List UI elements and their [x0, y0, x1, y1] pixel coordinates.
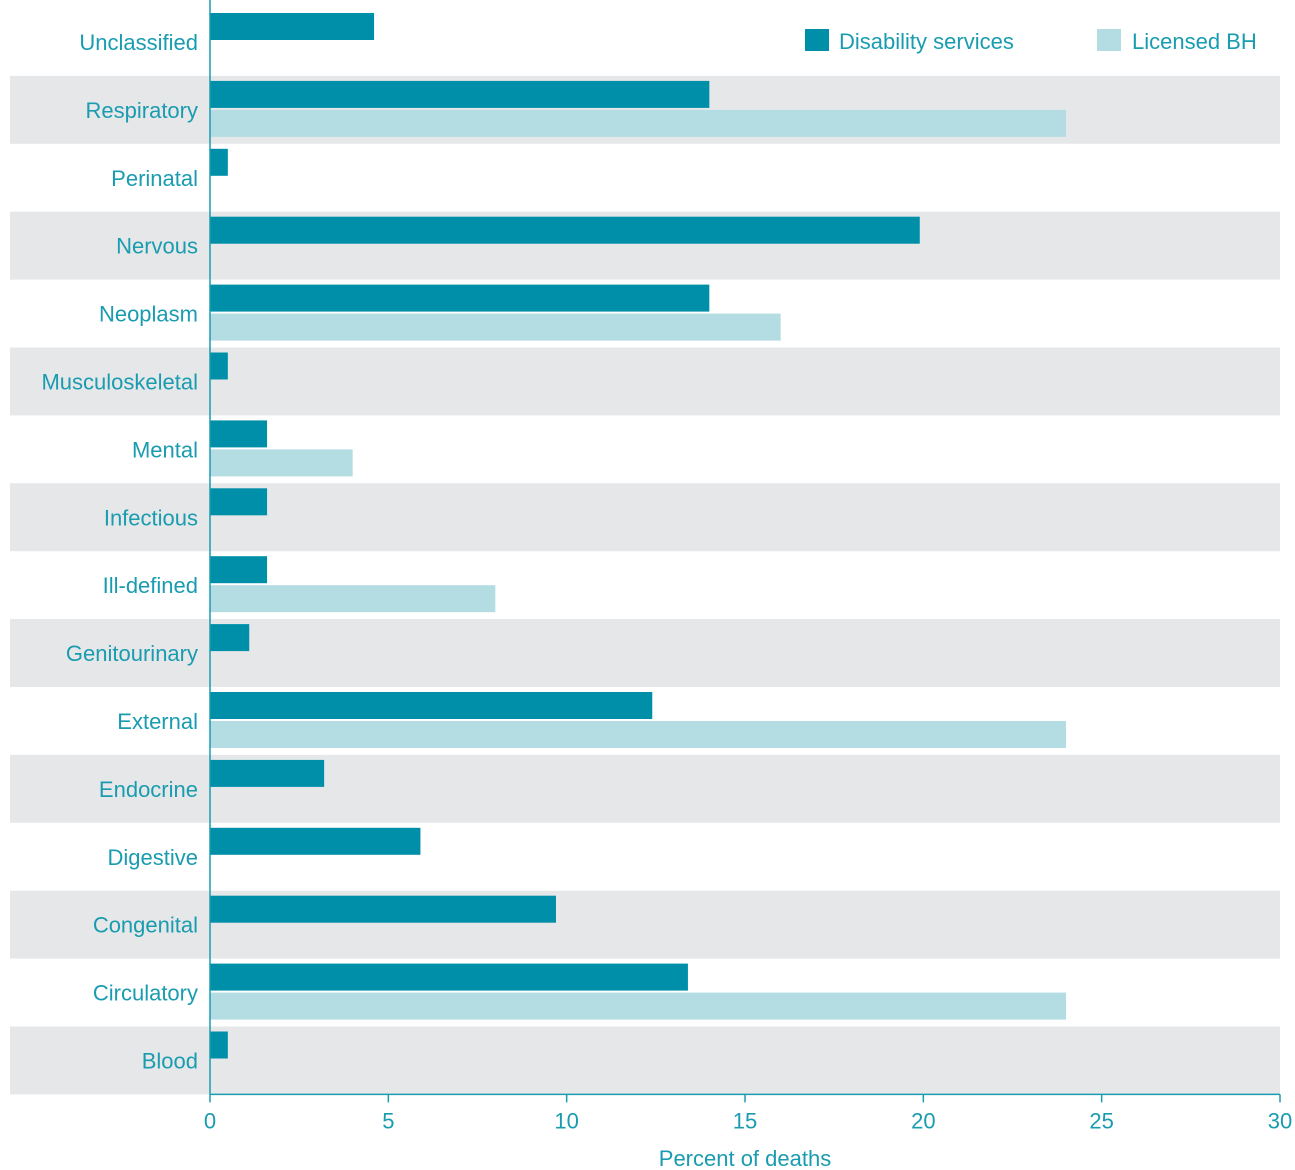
bar-licensed-bh [210, 313, 781, 341]
legend-label: Disability services [839, 29, 1014, 54]
bar-licensed-bh [210, 449, 353, 477]
bar-disability-services [210, 1031, 228, 1059]
bar-disability-services [210, 148, 228, 176]
category-label: Genitourinary [66, 641, 198, 666]
category-label: Neoplasm [99, 302, 198, 327]
x-tick-label: 0 [204, 1108, 216, 1133]
bar-disability-services [210, 488, 268, 516]
bar-disability-services [210, 556, 268, 584]
x-tick-label: 15 [733, 1108, 757, 1133]
legend-label: Licensed BH [1132, 29, 1257, 54]
category-label: Unclassified [79, 30, 198, 55]
category-label: Mental [132, 437, 198, 462]
x-tick-label: 5 [382, 1108, 394, 1133]
x-tick-label: 30 [1268, 1108, 1292, 1133]
legend-swatch [1097, 29, 1121, 51]
bar-licensed-bh [210, 109, 1066, 137]
category-label: Infectious [104, 505, 198, 530]
category-label: External [117, 709, 198, 734]
category-label: Digestive [108, 845, 198, 870]
bar-disability-services [210, 420, 268, 448]
category-label: Endocrine [99, 777, 198, 802]
category-label: Congenital [93, 913, 198, 938]
x-axis-title: Percent of deaths [659, 1146, 831, 1170]
category-label: Nervous [116, 234, 198, 259]
bar-disability-services [210, 13, 375, 40]
row-band [10, 890, 1280, 959]
bar-disability-services [210, 216, 920, 244]
row-band [10, 483, 1280, 552]
category-label: Circulatory [93, 981, 198, 1006]
x-tick-label: 10 [554, 1108, 578, 1133]
category-label: Ill-defined [103, 573, 198, 598]
bar-disability-services [210, 80, 710, 108]
bar-licensed-bh [210, 585, 496, 613]
category-label: Blood [142, 1048, 198, 1073]
row-band [10, 1026, 1280, 1095]
row-band [10, 619, 1280, 687]
bar-licensed-bh [210, 992, 1066, 1020]
category-label: Musculoskeletal [41, 369, 198, 394]
category-label: Perinatal [111, 166, 198, 191]
bar-disability-services [210, 759, 325, 787]
row-band [10, 347, 1280, 416]
bar-disability-services [210, 284, 710, 312]
bar-disability-services [210, 827, 421, 855]
x-tick-label: 25 [1089, 1108, 1113, 1133]
bar-disability-services [210, 963, 688, 991]
bar-disability-services [210, 895, 556, 923]
row-band [10, 754, 1280, 823]
bar-disability-services [210, 352, 228, 380]
category-label: Respiratory [86, 98, 198, 123]
x-tick-label: 20 [911, 1108, 935, 1133]
bar-disability-services [210, 624, 250, 652]
bar-disability-services [210, 692, 653, 719]
bar-licensed-bh [210, 721, 1066, 748]
legend-swatch [805, 29, 829, 51]
